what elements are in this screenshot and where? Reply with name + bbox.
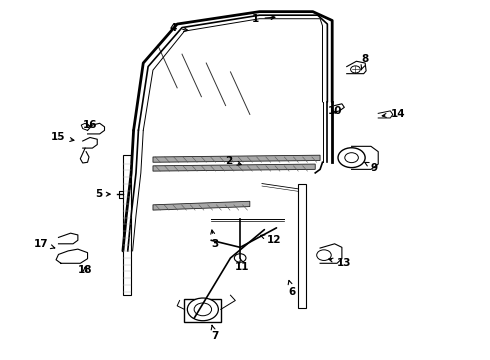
Polygon shape (298, 184, 306, 307)
Text: 17: 17 (34, 239, 55, 249)
Text: 6: 6 (288, 280, 296, 297)
Text: 10: 10 (327, 106, 342, 116)
Text: 15: 15 (51, 132, 74, 143)
Text: 9: 9 (365, 162, 378, 172)
Text: 2: 2 (225, 156, 241, 166)
Text: 4: 4 (170, 23, 188, 33)
Polygon shape (153, 164, 315, 171)
Polygon shape (184, 299, 221, 322)
Polygon shape (153, 201, 250, 210)
Circle shape (338, 148, 365, 168)
Text: 18: 18 (78, 265, 93, 275)
Circle shape (317, 250, 331, 260)
Text: 1: 1 (252, 14, 275, 24)
Polygon shape (153, 155, 320, 162)
Text: 13: 13 (329, 258, 351, 268)
Text: 8: 8 (361, 54, 368, 70)
Text: 7: 7 (211, 325, 219, 341)
Text: 12: 12 (261, 235, 281, 245)
Circle shape (194, 303, 212, 316)
Polygon shape (123, 155, 131, 295)
Text: 14: 14 (382, 109, 405, 120)
Text: 16: 16 (83, 120, 97, 130)
Text: 3: 3 (211, 230, 219, 249)
Circle shape (187, 298, 219, 321)
Text: 11: 11 (235, 259, 250, 272)
Text: 5: 5 (95, 189, 110, 199)
Circle shape (351, 66, 360, 73)
Circle shape (345, 153, 358, 163)
Circle shape (234, 254, 246, 262)
